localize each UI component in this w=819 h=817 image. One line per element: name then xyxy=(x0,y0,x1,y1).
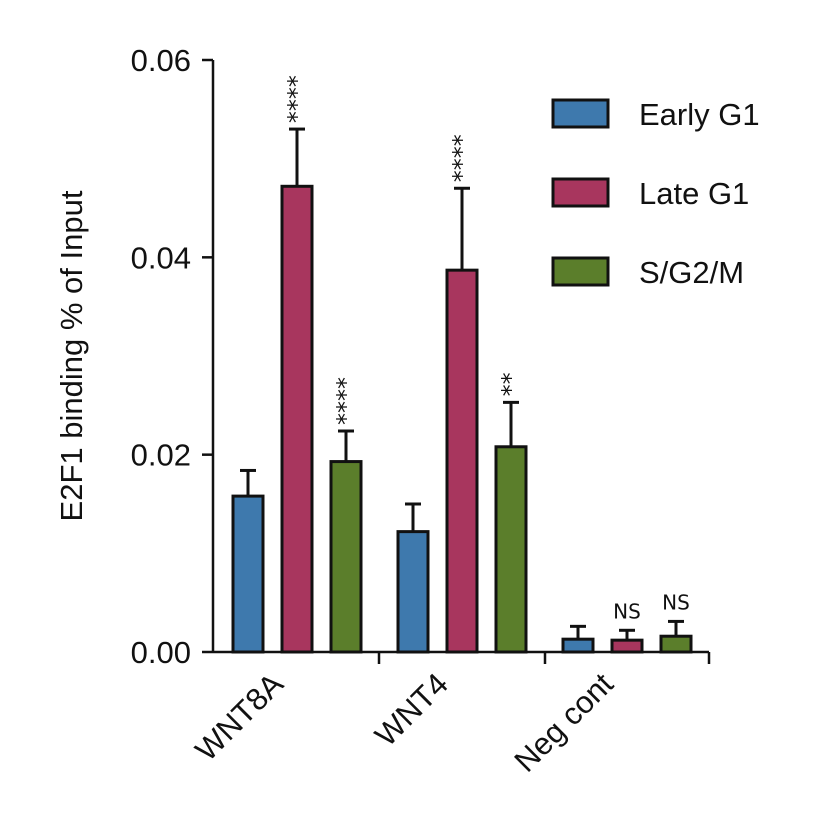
significance-label: NS xyxy=(662,590,690,614)
x-category-label: WNT4 xyxy=(368,666,455,753)
legend-label: Early G1 xyxy=(639,97,760,132)
significance-label: **** xyxy=(283,75,311,123)
significance-label: NS xyxy=(613,599,641,623)
bar xyxy=(445,268,479,654)
legend-swatch xyxy=(551,256,610,287)
bar xyxy=(610,638,644,654)
x-category-label: WNT8A xyxy=(188,666,290,768)
y-tick-label: 0.00 xyxy=(131,635,191,670)
bar xyxy=(231,494,265,654)
significance-label: **** xyxy=(448,134,476,182)
bar xyxy=(561,637,595,654)
y-axis-label: E2F1 binding % of Input xyxy=(54,190,89,521)
legend-label: S/G2/M xyxy=(639,255,744,290)
y-tick-label: 0.04 xyxy=(131,240,191,275)
bar xyxy=(494,445,528,654)
bar xyxy=(659,634,693,654)
significance-label: **** xyxy=(332,377,360,425)
legend-swatch xyxy=(551,177,610,208)
y-tick-label: 0.06 xyxy=(131,43,191,78)
bars xyxy=(231,127,693,654)
labels: 0.00 0.02 0.04 0.06 E2F1 binding % of Input *… xyxy=(54,43,690,779)
bar xyxy=(280,184,314,654)
significance-label: ** xyxy=(497,372,525,396)
legend: Early G1 Late G1 S/G2/M xyxy=(551,97,760,290)
bar xyxy=(396,530,430,654)
legend-label: Late G1 xyxy=(639,176,749,211)
bar xyxy=(329,460,363,654)
legend-swatch xyxy=(551,98,610,129)
x-category-label: Neg cont xyxy=(507,666,620,779)
y-tick-label: 0.02 xyxy=(131,438,191,473)
